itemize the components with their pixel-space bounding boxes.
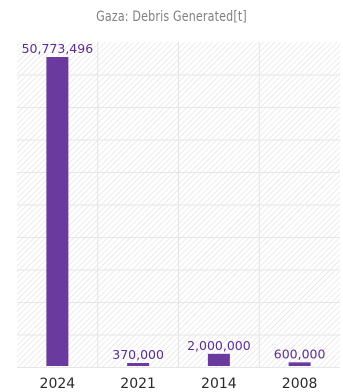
- bar-2024: [46, 57, 69, 366]
- value-label-2021: 370,000: [112, 347, 164, 362]
- bar-2021: [127, 363, 150, 366]
- x-tick-label-2021: 2021: [120, 376, 156, 392]
- chart-title: Gaza: Debris Generated[t]: [96, 9, 247, 25]
- bars: [46, 57, 311, 366]
- x-tick-label-2024: 2024: [40, 376, 76, 392]
- x-tick-label-2014: 2014: [201, 376, 237, 392]
- value-labels: 50,773,496 370,000 2,000,000 600,000: [22, 41, 326, 362]
- x-tick-labels: 2024 2021 2014 2008: [40, 376, 318, 392]
- value-label-2014: 2,000,000: [187, 338, 251, 353]
- grid: [17, 42, 340, 368]
- bar-2008: [288, 362, 311, 366]
- value-label-2008: 600,000: [274, 346, 326, 361]
- value-label-2024: 50,773,496: [22, 41, 94, 56]
- x-tick-label-2008: 2008: [282, 376, 318, 392]
- bar-2014: [207, 353, 230, 366]
